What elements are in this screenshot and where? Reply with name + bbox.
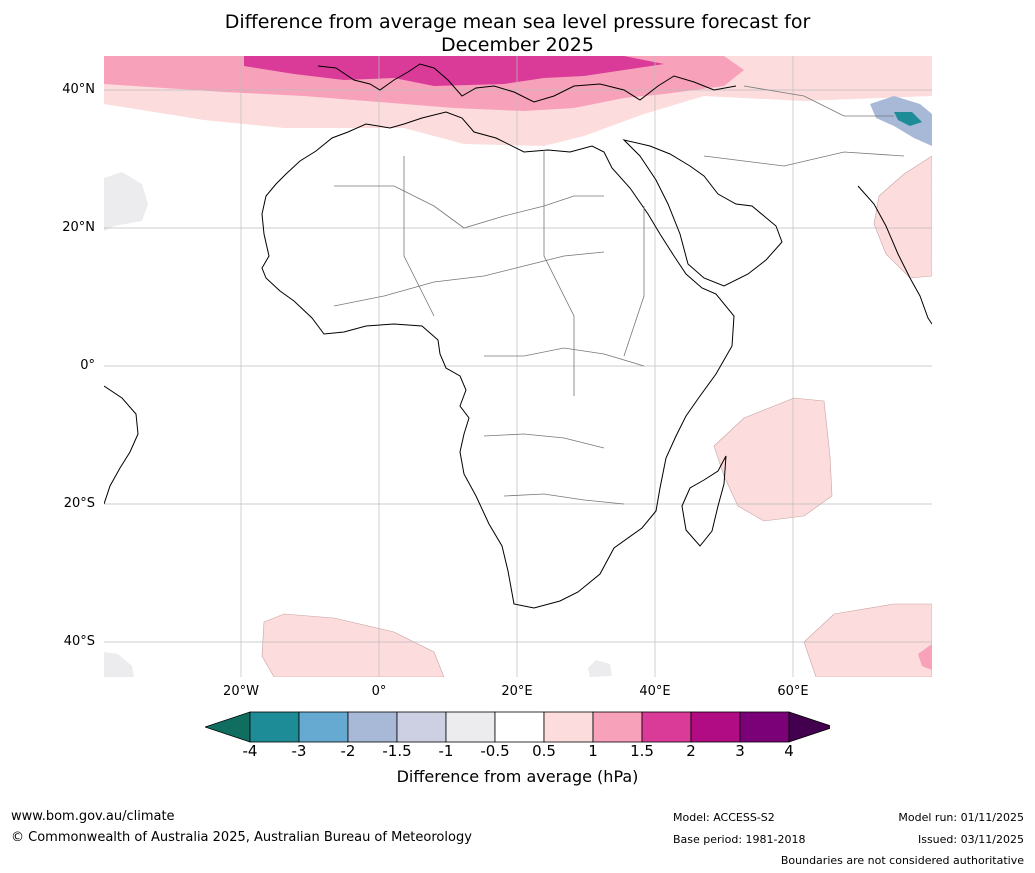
map-canvas <box>104 56 932 677</box>
coastlines <box>104 63 932 609</box>
lon-label-20w: 20°W <box>223 684 259 699</box>
anomaly-magenta-north <box>244 56 664 86</box>
border-8 <box>623 206 645 357</box>
footer-website: www.bom.gov.au/climate <box>11 809 175 824</box>
border-3 <box>484 347 645 367</box>
colorbar <box>205 711 830 743</box>
india-coastline <box>857 185 932 325</box>
colorbar-tick-label: 3 <box>735 742 745 760</box>
lat-label-40s: 40°S <box>63 634 95 649</box>
country-borders <box>333 85 905 505</box>
colorbar-segment <box>347 711 398 743</box>
colorbar-tick-label: -1.5 <box>382 742 412 760</box>
lat-label-20s: 20°S <box>63 496 95 511</box>
border-10 <box>743 85 894 117</box>
anomaly-grey-south <box>588 660 612 677</box>
anomaly-madagascar <box>713 397 833 522</box>
border-9 <box>703 151 905 167</box>
colorbar-segment <box>739 711 790 743</box>
chart-title: Difference from average mean sea level p… <box>0 11 1035 57</box>
footer-disclaimer: Boundaries are not considered authoritat… <box>780 854 1024 867</box>
border-5 <box>503 493 625 505</box>
title-line-1: Difference from average mean sea level p… <box>224 11 811 33</box>
border-7 <box>543 150 575 396</box>
border-1 <box>334 185 604 229</box>
anomaly-south-indian <box>803 603 932 677</box>
colorbar-segment <box>494 711 545 743</box>
colorbar-tick-label: -0.5 <box>480 742 510 760</box>
colorbar-segment <box>445 711 496 743</box>
madagascar-coastline <box>681 455 727 547</box>
colorbar-segment <box>396 711 447 743</box>
colorbar-segment <box>249 711 300 743</box>
lon-label-20e: 20°E <box>501 684 533 699</box>
colorbar-tick-label: -2 <box>340 742 356 760</box>
anomaly-grey-southwest <box>104 652 134 677</box>
footer-model: Model: ACCESS-S2 <box>673 811 775 824</box>
colorbar-segment <box>690 711 741 743</box>
colorbar-tick-label: 2 <box>686 742 696 760</box>
border-4 <box>483 433 605 449</box>
border-2 <box>333 251 605 307</box>
colorbar-segment <box>641 711 692 743</box>
lat-label-40n: 40°N <box>62 82 95 97</box>
title-line-2: December 2025 <box>441 34 594 56</box>
colorbar-title: Difference from average (hPa) <box>396 767 639 786</box>
colorbar-segment <box>543 711 594 743</box>
arabia-coastline <box>622 139 783 287</box>
lon-label-40e: 40°E <box>639 684 671 699</box>
anomaly-south-indian-pink <box>918 644 932 670</box>
map-panel <box>104 56 932 677</box>
anomaly-teal-himalaya <box>894 112 922 126</box>
lat-label-20n: 20°N <box>62 220 95 235</box>
footer-issued: Issued: 03/11/2025 <box>917 833 1024 846</box>
europe-coastline <box>317 63 737 103</box>
anomaly-south-atlantic <box>261 613 445 677</box>
colorbar-tick-label: -3 <box>291 742 307 760</box>
lon-label-60e: 60°E <box>777 684 809 699</box>
footer-base-period: Base period: 1981-2018 <box>673 833 806 846</box>
lon-label-0: 0° <box>371 684 387 699</box>
africa-coastline <box>261 111 735 609</box>
lat-label-0: 0° <box>80 358 95 373</box>
graticule <box>104 56 932 677</box>
colorbar-tick-label: 4 <box>784 742 794 760</box>
colorbar-tick-label: -4 <box>242 742 258 760</box>
south-america-coastline <box>104 385 139 505</box>
colorbar-extend-low <box>205 711 251 743</box>
colorbar-tick-label: 0.5 <box>532 742 556 760</box>
colorbar-extend-high <box>788 711 830 743</box>
colorbar-segment <box>298 711 349 743</box>
anomaly-grey-west <box>104 172 148 231</box>
border-6 <box>403 156 435 317</box>
footer-model-run: Model run: 01/11/2025 <box>898 811 1024 824</box>
anomaly-india <box>873 155 932 279</box>
colorbar-segment <box>592 711 643 743</box>
footer-copyright: © Commonwealth of Australia 2025, Austra… <box>11 830 472 845</box>
colorbar-tick-label: 1.5 <box>630 742 654 760</box>
colorbar-tick-label: 1 <box>588 742 598 760</box>
colorbar-tick-label: -1 <box>438 742 454 760</box>
